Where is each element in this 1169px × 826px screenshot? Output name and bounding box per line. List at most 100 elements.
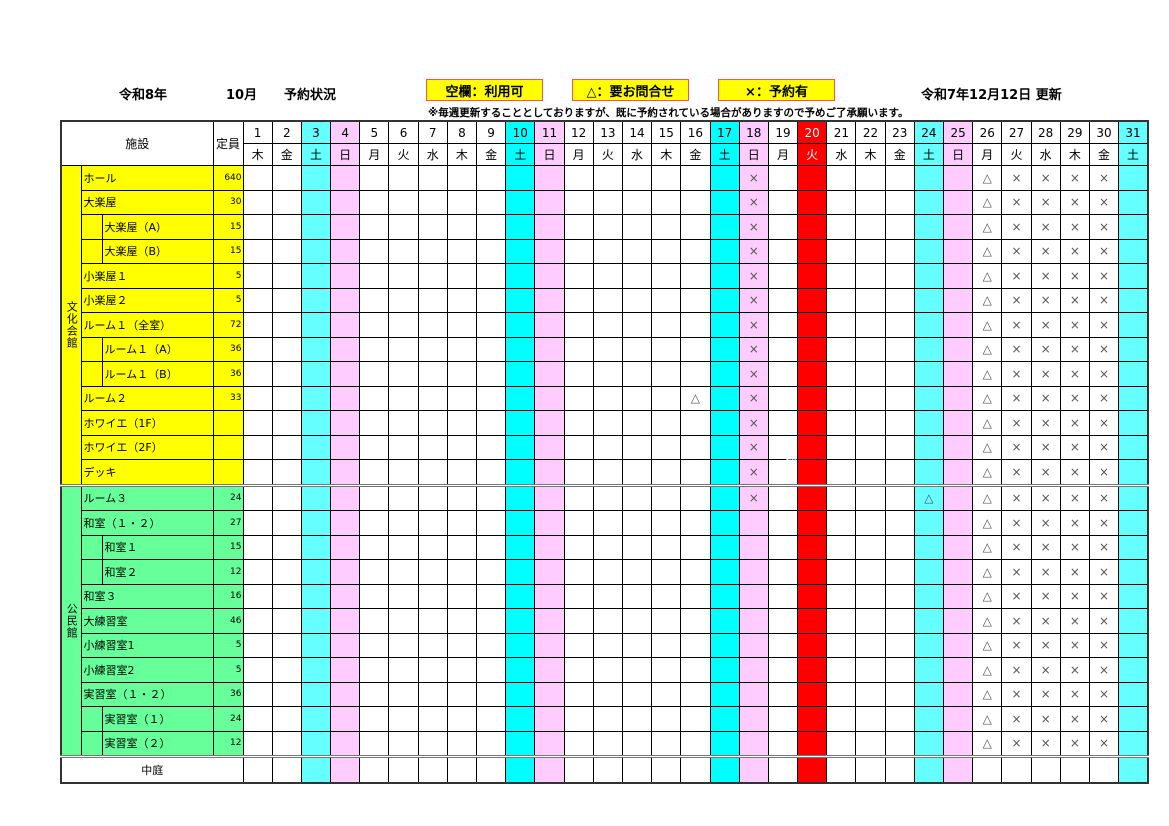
day-cell[interactable]	[388, 214, 419, 240]
day-cell[interactable]	[388, 165, 419, 191]
day-cell[interactable]	[709, 483, 740, 511]
day-cell[interactable]	[709, 165, 740, 191]
day-cell[interactable]	[300, 189, 332, 215]
day-cell[interactable]: ×	[1059, 165, 1090, 191]
day-cell[interactable]	[651, 632, 682, 658]
day-cell[interactable]	[942, 583, 974, 609]
day-cell[interactable]	[242, 755, 273, 783]
day-cell[interactable]	[330, 730, 361, 757]
day-cell[interactable]	[826, 583, 857, 609]
day-cell[interactable]	[300, 755, 332, 783]
day-cell[interactable]	[300, 583, 332, 609]
day-cell[interactable]	[505, 263, 536, 289]
day-cell[interactable]	[621, 263, 653, 289]
day-cell[interactable]	[505, 730, 536, 757]
day-cell[interactable]	[388, 238, 419, 264]
day-cell[interactable]	[388, 410, 419, 436]
day-cell[interactable]	[475, 214, 507, 240]
day-cell[interactable]	[446, 361, 478, 387]
day-cell[interactable]	[651, 559, 682, 585]
day-cell[interactable]	[942, 238, 974, 264]
day-cell[interactable]	[300, 361, 332, 387]
day-cell[interactable]: ×	[1059, 287, 1090, 313]
day-cell[interactable]	[913, 681, 945, 707]
day-cell[interactable]	[680, 559, 711, 585]
day-cell[interactable]	[271, 681, 302, 707]
day-cell[interactable]	[446, 681, 478, 707]
day-cell[interactable]	[534, 189, 565, 215]
day-cell[interactable]	[1118, 410, 1149, 436]
day-cell[interactable]	[621, 559, 653, 585]
day-cell[interactable]	[242, 189, 273, 215]
day-cell[interactable]	[651, 165, 682, 191]
day-cell[interactable]: △	[972, 583, 1003, 609]
day-cell[interactable]	[797, 608, 828, 634]
day-cell[interactable]: △	[972, 681, 1003, 707]
day-cell[interactable]	[563, 434, 594, 460]
day-cell[interactable]	[826, 681, 857, 707]
day-cell[interactable]	[913, 706, 945, 732]
day-cell[interactable]	[651, 730, 682, 757]
day-cell[interactable]	[767, 483, 799, 511]
day-cell[interactable]	[592, 755, 623, 783]
day-cell[interactable]: △	[972, 730, 1003, 757]
day-cell[interactable]	[767, 534, 799, 560]
day-cell[interactable]	[826, 510, 857, 536]
day-cell[interactable]	[709, 608, 740, 634]
day-cell[interactable]	[942, 657, 974, 683]
day-cell[interactable]	[475, 287, 507, 313]
day-cell[interactable]	[621, 287, 653, 313]
day-cell[interactable]	[563, 336, 594, 362]
day-cell[interactable]	[242, 559, 273, 585]
day-cell[interactable]	[563, 755, 594, 783]
day-cell[interactable]	[797, 559, 828, 585]
day-cell[interactable]	[651, 510, 682, 536]
day-cell[interactable]	[505, 287, 536, 313]
day-cell[interactable]	[767, 510, 799, 536]
day-cell[interactable]	[855, 632, 886, 658]
day-cell[interactable]: ×	[738, 385, 769, 411]
day-cell[interactable]: △	[972, 165, 1003, 191]
day-cell[interactable]	[563, 681, 594, 707]
day-cell[interactable]	[534, 287, 565, 313]
day-cell[interactable]	[446, 410, 478, 436]
day-cell[interactable]	[826, 730, 857, 757]
day-cell[interactable]	[330, 608, 361, 634]
day-cell[interactable]	[475, 755, 507, 783]
day-cell[interactable]: ×	[1001, 730, 1032, 757]
day-cell[interactable]: ×	[1088, 730, 1120, 757]
day-cell[interactable]	[680, 336, 711, 362]
day-cell[interactable]	[651, 410, 682, 436]
day-cell[interactable]	[446, 287, 478, 313]
day-cell[interactable]	[388, 312, 419, 338]
day-cell[interactable]: ×	[1059, 681, 1090, 707]
day-cell[interactable]: △	[972, 263, 1003, 289]
day-cell[interactable]	[621, 510, 653, 536]
day-cell[interactable]: ×	[1030, 238, 1061, 264]
day-cell[interactable]: ×	[1088, 608, 1120, 634]
day-cell[interactable]	[621, 706, 653, 732]
day-cell[interactable]	[359, 165, 390, 191]
day-cell[interactable]: △	[913, 483, 945, 511]
day-cell[interactable]	[855, 263, 886, 289]
day-cell[interactable]	[563, 410, 594, 436]
day-cell[interactable]	[417, 434, 448, 460]
day-cell[interactable]	[709, 510, 740, 536]
day-cell[interactable]	[1118, 214, 1149, 240]
day-cell[interactable]	[271, 189, 302, 215]
day-cell[interactable]	[942, 165, 974, 191]
day-cell[interactable]	[651, 459, 682, 486]
day-cell[interactable]	[942, 632, 974, 658]
day-cell[interactable]	[767, 583, 799, 609]
day-cell[interactable]: ×	[1030, 336, 1061, 362]
day-cell[interactable]	[475, 312, 507, 338]
day-cell[interactable]: ×	[738, 336, 769, 362]
day-cell[interactable]	[330, 755, 361, 783]
day-cell[interactable]	[592, 336, 623, 362]
day-cell[interactable]	[242, 706, 273, 732]
day-cell[interactable]: ×	[1059, 312, 1090, 338]
day-cell[interactable]	[505, 189, 536, 215]
day-cell[interactable]	[300, 287, 332, 313]
day-cell[interactable]	[913, 583, 945, 609]
day-cell[interactable]	[534, 632, 565, 658]
